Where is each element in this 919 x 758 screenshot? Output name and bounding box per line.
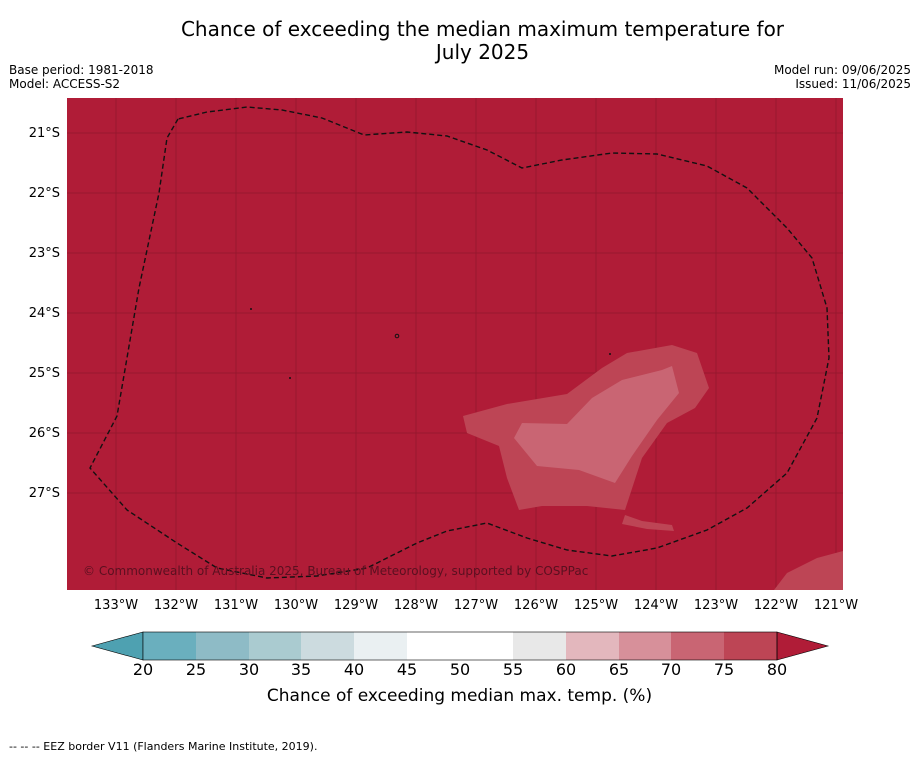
colorbar-under-arrow: [90, 631, 144, 661]
colorbar-tick: 40: [343, 660, 365, 679]
copyright-text: © Commonwealth of Australia 2025, Bureau…: [83, 564, 589, 578]
meta-left: Base period: 1981-2018 Model: ACCESS-S2: [9, 63, 154, 91]
colorbar-segment: [301, 632, 354, 660]
lon-label: 131°W: [213, 598, 259, 613]
colorbar-segment: [566, 632, 619, 660]
island-marker: [394, 333, 400, 339]
colorbar-segment: [619, 632, 671, 660]
colorbar-segment: [354, 632, 407, 660]
colorbar-segment: [513, 632, 566, 660]
colorbar-segment: [671, 632, 724, 660]
lat-label: 24°S: [28, 306, 60, 321]
lon-label: 125°W: [573, 598, 619, 613]
map-gridlines: [67, 98, 843, 590]
colorbar-tick: 30: [238, 660, 260, 679]
colorbar-segment: [196, 632, 249, 660]
lat-label: 22°S: [28, 186, 60, 201]
base-period-text: Base period: 1981-2018: [9, 63, 154, 77]
lon-label: 130°W: [273, 598, 319, 613]
title-line-2: July 2025: [435, 40, 530, 64]
lat-label: 21°S: [28, 126, 60, 141]
colorbar-tick: 65: [608, 660, 630, 679]
issued-text: Issued: 11/06/2025: [795, 77, 911, 91]
colorbar-tick: 50: [449, 660, 471, 679]
lon-label: 124°W: [633, 598, 679, 613]
map-canvas: [67, 98, 843, 590]
lon-label: 123°W: [693, 598, 739, 613]
lat-label: 23°S: [28, 246, 60, 261]
colorbar-segment: [249, 632, 301, 660]
model-text: Model: ACCESS-S2: [9, 77, 121, 91]
colorbar-over-arrow: [776, 631, 830, 661]
map-panel: © Commonwealth of Australia 2025, Bureau…: [67, 98, 843, 590]
title-line-1: Chance of exceeding the median maximum t…: [180, 17, 785, 41]
colorbar-frame: [142, 631, 778, 661]
lon-label: 129°W: [333, 598, 379, 613]
colorbar-tick: 55: [502, 660, 524, 679]
island-marker: [289, 377, 291, 379]
meta-right: Model run: 09/06/2025 Issued: 11/06/2025: [774, 63, 911, 91]
lat-label: 27°S: [28, 486, 60, 501]
island-marker: [609, 353, 611, 355]
colorbar-tick: 45: [396, 660, 418, 679]
lon-label: 128°W: [393, 598, 439, 613]
island-marker: [250, 308, 252, 310]
lat-label: 25°S: [28, 366, 60, 381]
lon-label: 132°W: [153, 598, 199, 613]
eez-border: [89, 106, 830, 579]
colorbar-tick: 25: [185, 660, 207, 679]
contour-small-patch: [622, 515, 674, 531]
lat-label: 26°S: [28, 426, 60, 441]
colorbar-label: Chance of exceeding median max. temp. (%…: [266, 686, 653, 706]
colorbar-segment: [143, 632, 196, 660]
colorbar-tick: 35: [290, 660, 312, 679]
colorbar-segment: [724, 632, 777, 660]
colorbar-tick: 80: [766, 660, 788, 679]
colorbar-tick: 70: [660, 660, 682, 679]
eez-footnote: -- -- -- EEZ border V11 (Flanders Marine…: [9, 740, 318, 753]
model-run-text: Model run: 09/06/2025: [773, 63, 911, 77]
lon-label: 133°W: [93, 598, 139, 613]
colorbar-segment: [407, 632, 460, 660]
lon-label: 122°W: [753, 598, 799, 613]
colorbar-tick: 20: [132, 660, 154, 679]
contour-corner-patch: [774, 551, 843, 590]
colorbar: [90, 631, 830, 661]
colorbar-tick: 75: [713, 660, 735, 679]
colorbar-segment: [460, 632, 513, 660]
colorbar-tick: 60: [555, 660, 577, 679]
lon-label: 121°W: [813, 598, 859, 613]
contour-65-70: [514, 366, 679, 483]
chart-title: Chance of exceeding the median maximum t…: [0, 18, 919, 64]
lon-label: 126°W: [513, 598, 559, 613]
lon-label: 127°W: [453, 598, 499, 613]
